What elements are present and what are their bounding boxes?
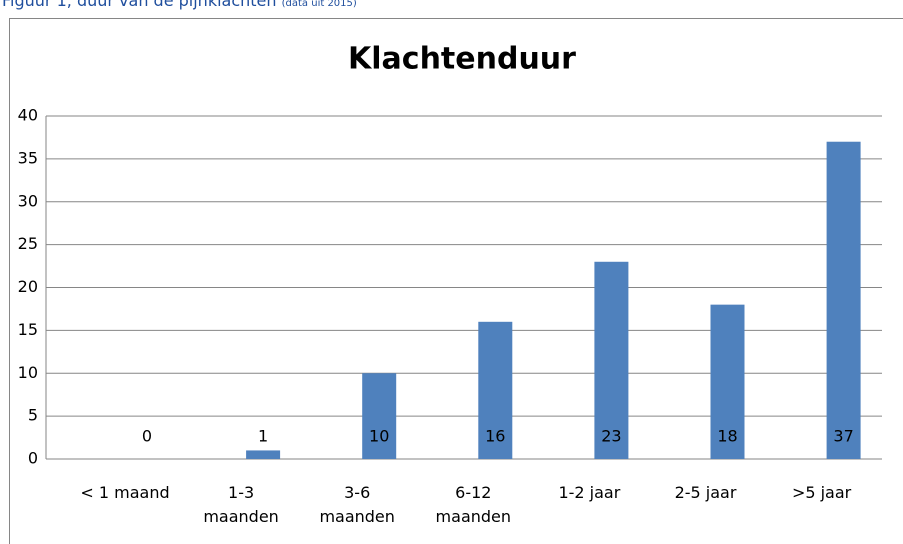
data-label: 0 xyxy=(142,427,152,446)
bar xyxy=(594,261,629,459)
x-tick-label: 6-12 maanden xyxy=(435,483,512,526)
y-tick-label: 30 xyxy=(18,191,38,210)
data-label: 1 xyxy=(258,427,268,446)
data-label: 18 xyxy=(717,427,737,446)
x-tick-label: 1-3 maanden xyxy=(203,483,279,526)
caption-text: Figuur 1, duur van de pijnklachten xyxy=(2,0,277,10)
x-tick-label: 2-5 jaar xyxy=(674,483,737,502)
chart-border xyxy=(9,18,903,544)
y-tick-label: 5 xyxy=(28,406,38,425)
y-tick-label: 40 xyxy=(18,106,38,125)
y-tick-label: 15 xyxy=(18,320,38,339)
data-label: 10 xyxy=(369,427,389,446)
x-tick-label: < 1 maand xyxy=(80,483,170,502)
x-tick-label: >5 jaar xyxy=(791,483,852,502)
data-label: 37 xyxy=(833,427,853,446)
y-tick-label: 20 xyxy=(18,277,38,296)
data-label: 23 xyxy=(601,427,621,446)
caption: Figuur 1, duur van de pijnklachten (data… xyxy=(2,0,357,10)
bar xyxy=(478,321,513,459)
caption-note: (data uit 2015) xyxy=(281,0,357,9)
y-tick-label: 35 xyxy=(18,148,38,167)
bar xyxy=(826,141,861,459)
bar xyxy=(362,373,397,459)
chart-title: Klachtenduur xyxy=(348,42,576,77)
y-tick-label: 25 xyxy=(18,234,38,253)
x-tick-label: 1-2 jaar xyxy=(558,483,621,502)
bar xyxy=(710,304,745,459)
x-tick-label: 3-6 maanden xyxy=(319,483,395,526)
y-tick-label: 0 xyxy=(28,449,38,468)
y-tick-label: 10 xyxy=(18,363,38,382)
data-label: 16 xyxy=(485,427,505,446)
bar xyxy=(246,450,281,459)
